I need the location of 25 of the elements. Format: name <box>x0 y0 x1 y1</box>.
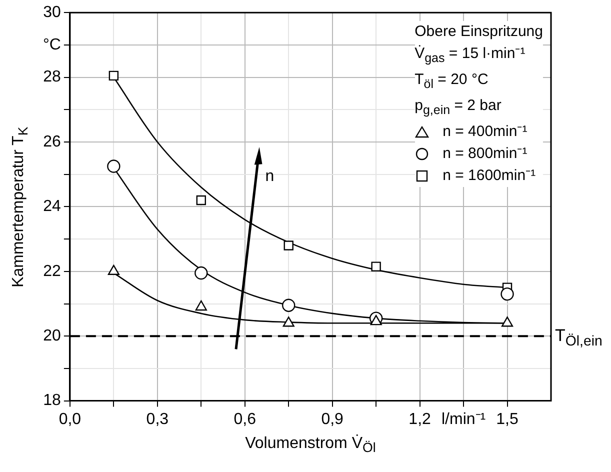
legend-title: Obere Einspritzung <box>414 22 543 42</box>
legend-label: n = 400min⁻¹ <box>442 122 528 142</box>
annotation: T$_{öl}$ = 20 °C <box>414 70 490 93</box>
ref-line-label: T$_{Öl,ein}$ <box>555 326 602 350</box>
x-tick-label: 1,2 <box>408 410 432 428</box>
y-tick-label: 26 <box>43 133 62 150</box>
y-tick-label: 20 <box>43 328 62 345</box>
x-axis-title: Volumenstrom V̇$_{Öl}$ <box>244 434 377 455</box>
y-tick-label: 24 <box>43 198 62 216</box>
x-tick-label: l/min⁻¹ <box>441 410 486 428</box>
x-tick-label: 0,0 <box>58 410 82 428</box>
annotation: p$_{g,ein}$ = 2 bar <box>414 96 502 119</box>
y-tick-label: 22 <box>43 262 62 280</box>
x-tick-label: 0,9 <box>321 410 344 428</box>
legend-label: n = 1600min⁻¹ <box>442 166 536 186</box>
legend-label: n = 800min⁻¹ <box>442 144 528 164</box>
x-tick-label: 0,6 <box>234 410 256 428</box>
annotation: V̇$_{gas}$ = 15 l·min⁻¹ <box>414 44 526 67</box>
y-tick-label: °C <box>43 36 61 54</box>
y-tick-label: 18 <box>43 392 62 410</box>
x-tick-label: 0,3 <box>146 410 169 428</box>
annotation: n <box>265 168 274 186</box>
y-tick-label: 28 <box>43 68 62 86</box>
x-tick-label: 1,5 <box>496 410 518 428</box>
y-tick-label: 30 <box>43 4 62 22</box>
